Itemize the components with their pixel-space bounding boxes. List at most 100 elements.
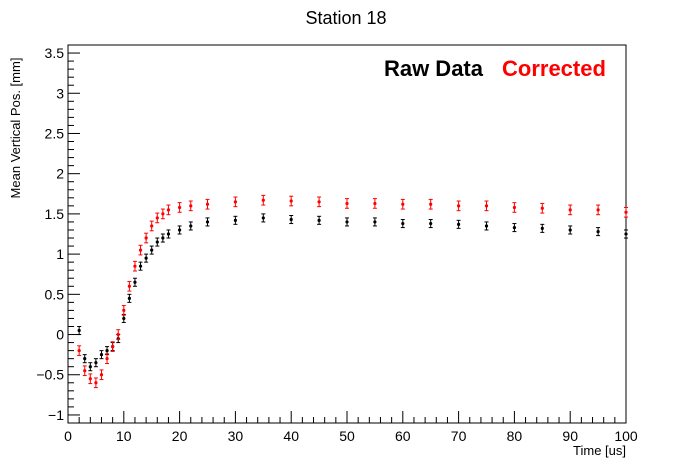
data-point	[94, 381, 98, 385]
data-point	[261, 198, 265, 202]
data-point	[127, 296, 131, 300]
data-point	[144, 236, 148, 240]
data-point	[144, 256, 148, 260]
data-point	[166, 208, 171, 212]
data-point	[189, 204, 193, 208]
data-point	[150, 248, 154, 252]
data-point	[289, 199, 293, 203]
x-tick-label: 80	[507, 428, 523, 444]
data-point	[345, 201, 349, 206]
series-raw-data	[77, 213, 628, 372]
y-tick-label: −0.5	[36, 367, 64, 383]
x-tick-label: 60	[395, 428, 411, 444]
y-tick-label: 3.5	[45, 45, 65, 61]
data-point	[122, 308, 126, 313]
data-point	[261, 216, 265, 220]
series-layer	[77, 194, 628, 389]
data-point	[105, 357, 109, 361]
y-tick-label: 1.5	[45, 206, 65, 222]
data-point	[568, 228, 572, 232]
y-tick-label: −1	[48, 407, 64, 423]
data-point	[88, 365, 92, 369]
data-point	[77, 349, 81, 353]
data-point	[457, 204, 461, 208]
data-point	[105, 349, 109, 353]
y-tick-label: 1	[56, 246, 64, 262]
x-tick-label: 50	[339, 428, 355, 444]
data-point	[512, 225, 517, 230]
data-point	[596, 208, 600, 212]
data-point	[317, 218, 321, 222]
data-point	[133, 280, 137, 284]
data-point	[540, 206, 544, 210]
data-point	[233, 218, 237, 222]
legend-corrected: Corrected	[502, 56, 606, 81]
data-point	[401, 202, 405, 206]
data-point	[166, 232, 171, 236]
x-tick-label: 20	[172, 428, 188, 444]
data-point	[138, 248, 143, 252]
data-point	[178, 205, 182, 210]
data-point	[429, 202, 433, 206]
data-point	[373, 220, 377, 224]
y-axis-label: Mean Vertical Pos. [mm]	[8, 58, 23, 199]
y-tick-label: 0	[56, 327, 64, 343]
data-point	[373, 201, 377, 206]
x-tick-label: 0	[64, 428, 72, 444]
data-point	[83, 369, 87, 373]
data-point	[155, 216, 159, 220]
data-point	[138, 264, 143, 268]
x-tick-label: 30	[228, 428, 244, 444]
data-point	[289, 217, 293, 222]
x-axis-ticks: 0 10 20 30 40 50 60 70 80 90 100	[64, 411, 638, 444]
data-point	[94, 361, 98, 365]
x-tick-label: 70	[451, 428, 467, 444]
data-point	[83, 357, 87, 361]
data-point	[99, 373, 104, 377]
data-point	[178, 228, 182, 232]
x-axis-label: Time [us]	[573, 443, 626, 458]
data-point	[317, 200, 321, 204]
x-tick-label: 100	[614, 428, 638, 444]
data-point	[233, 200, 237, 204]
data-point	[161, 212, 165, 216]
data-point	[88, 377, 92, 381]
data-point	[150, 224, 154, 228]
data-point	[133, 264, 137, 268]
data-point	[122, 316, 126, 321]
data-point	[596, 229, 600, 234]
data-point	[540, 226, 544, 230]
y-tick-label: 2	[56, 166, 64, 182]
data-point	[77, 328, 81, 333]
y-tick-label: 0.5	[45, 286, 65, 302]
data-point	[457, 222, 461, 226]
data-point	[116, 332, 120, 337]
data-point	[401, 221, 405, 226]
data-point	[345, 220, 349, 224]
y-axis-ticks: −1 −0.5 0 0.5 1 1.5 2 2.5 3 3.5	[36, 44, 80, 424]
x-tick-label: 40	[283, 428, 299, 444]
data-point	[624, 232, 628, 236]
data-point	[205, 202, 210, 206]
data-point	[161, 236, 165, 240]
x-tick-label: 10	[116, 428, 132, 444]
x-tick-label: 90	[562, 428, 578, 444]
y-tick-label: 2.5	[45, 125, 65, 141]
data-point	[155, 240, 159, 244]
data-point	[484, 224, 489, 228]
data-point	[568, 208, 572, 212]
data-point	[111, 344, 115, 349]
data-point	[189, 224, 193, 228]
data-point	[99, 353, 104, 357]
chart-title: Station 18	[305, 8, 386, 28]
legend-raw-data: Raw Data	[384, 56, 484, 81]
data-point	[512, 205, 517, 210]
data-point	[484, 204, 489, 208]
data-point	[127, 284, 131, 288]
data-point	[624, 210, 628, 214]
y-tick-label: 3	[56, 85, 64, 101]
series-corrected	[77, 194, 628, 389]
data-point	[205, 220, 210, 224]
